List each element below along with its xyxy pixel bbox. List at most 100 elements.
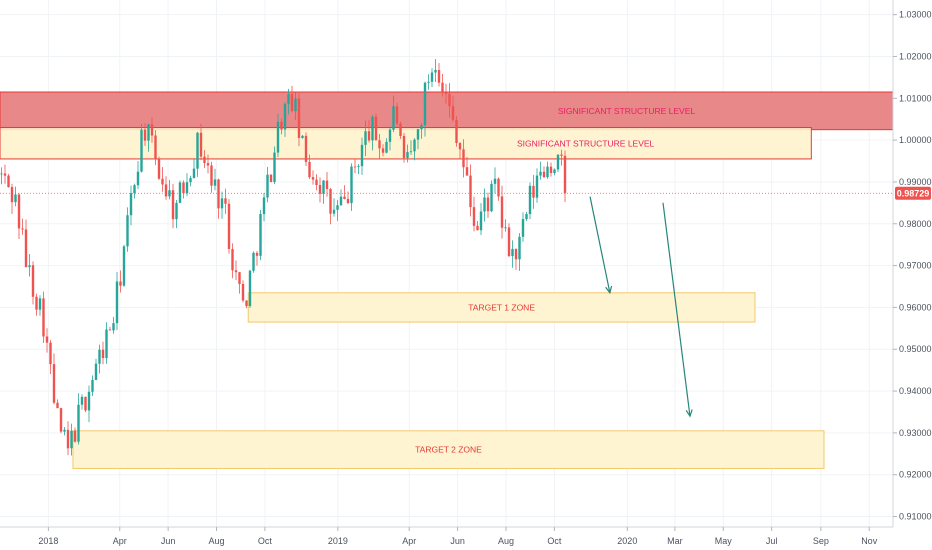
candle-body xyxy=(416,129,420,140)
time-tick-label: Apr xyxy=(402,536,416,546)
arrow-head xyxy=(605,285,613,295)
last-price-tag: 0.98729 xyxy=(895,186,931,200)
candle-body xyxy=(28,265,31,268)
price-tick-label: 1.03000 xyxy=(899,10,932,20)
zone-1[interactable] xyxy=(0,91,894,131)
candle-body xyxy=(420,125,423,130)
target-arrow-1[interactable] xyxy=(589,196,613,295)
candle-body xyxy=(493,178,497,184)
price-axis[interactable]: 1.03000 1.02000 1.01000 1.00000 0.99000 0.980… xyxy=(893,10,932,522)
target-arrow-2[interactable] xyxy=(662,202,693,418)
zone-label-1: SIGNIFICANT STRUCTURE LEVEL xyxy=(558,106,696,116)
candle-body xyxy=(514,248,518,260)
candle-body xyxy=(437,69,441,83)
candle-body xyxy=(133,185,136,194)
candle-body xyxy=(210,165,213,186)
zone-3[interactable] xyxy=(247,292,756,323)
candle-body xyxy=(448,93,451,107)
candle-body xyxy=(273,152,276,182)
candle-body xyxy=(542,171,546,178)
candle-body xyxy=(486,197,490,212)
time-tick-label: Nov xyxy=(861,536,878,546)
candle-body xyxy=(301,135,304,138)
candle-body xyxy=(346,198,350,204)
candle-body xyxy=(154,135,157,160)
candle-body xyxy=(17,194,21,229)
candle-body xyxy=(556,154,560,170)
candle-body xyxy=(402,135,406,159)
time-tick-label: Oct xyxy=(547,536,562,546)
candle-body xyxy=(70,430,73,449)
candle-body xyxy=(472,207,476,226)
price-tick-label: 0.91000 xyxy=(899,512,932,522)
price-tick-label: 1.00000 xyxy=(899,135,932,145)
candle-body xyxy=(322,180,325,194)
candle-body xyxy=(45,336,49,343)
candle-body xyxy=(441,82,444,93)
candle-body xyxy=(248,270,252,307)
candle-body xyxy=(35,296,38,310)
candle-body xyxy=(549,166,553,174)
candle-body xyxy=(528,185,532,215)
time-axis[interactable]: 2018 Apr Jun Aug Oct 2019 Apr Jun Aug Oct 2020 Mar M… xyxy=(38,527,878,546)
candle-body xyxy=(343,196,346,199)
price-tick-label: 0.96000 xyxy=(899,302,932,312)
candle-body xyxy=(469,175,472,208)
candle-body xyxy=(266,174,269,198)
candle-body xyxy=(388,129,392,142)
zone-2[interactable] xyxy=(0,127,812,160)
candle-body xyxy=(80,396,84,405)
candle-body xyxy=(360,144,364,167)
zone-label-3: TARGET 1 ZONE xyxy=(468,302,535,312)
candle-body xyxy=(511,248,514,257)
candle-body xyxy=(147,124,150,141)
candle-body xyxy=(259,214,262,256)
arrows-layer xyxy=(589,196,693,418)
candle-body xyxy=(255,252,259,256)
candle-body xyxy=(315,179,318,185)
candle-body xyxy=(178,182,182,203)
candle-body xyxy=(164,184,168,197)
candle-body xyxy=(182,182,185,194)
candle-body xyxy=(14,194,17,203)
candle-body xyxy=(203,156,206,164)
candle-body xyxy=(115,281,119,324)
candle-body xyxy=(38,298,42,310)
time-tick-label: 2020 xyxy=(617,536,637,546)
candle-body xyxy=(539,171,542,176)
candle-body xyxy=(31,265,35,297)
last-price-tag-bg xyxy=(895,186,931,200)
candle-body xyxy=(490,183,493,212)
price-tick-label: 0.92000 xyxy=(899,470,932,480)
arrow-head xyxy=(685,409,693,418)
candle-body xyxy=(455,119,458,144)
candle-body xyxy=(560,154,563,156)
candle-body xyxy=(157,159,161,179)
candle-body xyxy=(318,184,322,194)
zone-4[interactable] xyxy=(72,430,825,469)
candle-body xyxy=(311,177,315,180)
candle-body xyxy=(497,178,500,197)
candle-body xyxy=(217,179,220,209)
candle-body xyxy=(304,135,308,162)
time-tick-label: 2019 xyxy=(328,536,348,546)
candle-body xyxy=(462,149,465,168)
candle-body xyxy=(224,198,227,204)
candle-body xyxy=(525,214,528,220)
candle-body xyxy=(444,92,448,94)
candle-body xyxy=(399,123,402,136)
candle-body xyxy=(430,72,434,82)
candle-body xyxy=(392,106,395,130)
candle-body xyxy=(563,155,567,194)
price-tick-label: 0.98000 xyxy=(899,219,932,229)
candle-body xyxy=(84,396,87,411)
zone-labels-layer: SIGNIFICANT STRUCTURE LEVEL SIGNIFICANT S… xyxy=(415,106,695,455)
time-tick-label: Aug xyxy=(498,536,514,546)
candle-body xyxy=(395,106,399,124)
candle-body xyxy=(423,82,427,126)
candle-body xyxy=(297,98,301,138)
candle-body xyxy=(161,178,164,185)
candle-body xyxy=(63,429,66,432)
